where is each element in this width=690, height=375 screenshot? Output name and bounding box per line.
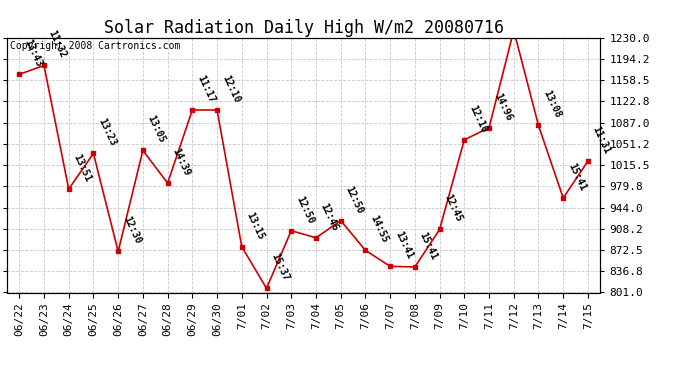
Text: 14:96: 14:96 (492, 92, 513, 122)
Text: 13:05: 13:05 (146, 114, 167, 145)
Text: Copyright 2008 Cartronics.com: Copyright 2008 Cartronics.com (10, 41, 180, 51)
Text: 12:50: 12:50 (294, 194, 315, 225)
Text: 14:39: 14:39 (170, 147, 192, 178)
Text: 14:55: 14:55 (368, 214, 390, 245)
Text: 11:31: 11:31 (591, 125, 612, 156)
Text: 12:10: 12:10 (220, 74, 242, 105)
Text: 12:45: 12:45 (442, 193, 464, 224)
Text: 13:15: 13:15 (244, 210, 266, 241)
Text: 13:23: 13:23 (96, 117, 118, 148)
Text: 13:41: 13:41 (393, 230, 415, 261)
Text: 13:08: 13:08 (541, 89, 563, 120)
Text: 15:41: 15:41 (417, 231, 439, 261)
Text: 11:41: 11:41 (0, 374, 1, 375)
Text: 11:17: 11:17 (195, 74, 217, 105)
Text: 15:41: 15:41 (566, 162, 587, 192)
Text: 12:50: 12:50 (344, 184, 365, 215)
Text: 12:30: 12:30 (121, 215, 142, 246)
Text: 13:43: 13:43 (22, 38, 43, 69)
Title: Solar Radiation Daily High W/m2 20080716: Solar Radiation Daily High W/m2 20080716 (104, 20, 504, 38)
Text: 13:51: 13:51 (72, 153, 93, 183)
Text: 12:46: 12:46 (319, 201, 340, 232)
Text: 12:10: 12:10 (467, 104, 489, 134)
Text: 15:37: 15:37 (269, 252, 290, 283)
Text: 11:32: 11:32 (47, 29, 68, 60)
